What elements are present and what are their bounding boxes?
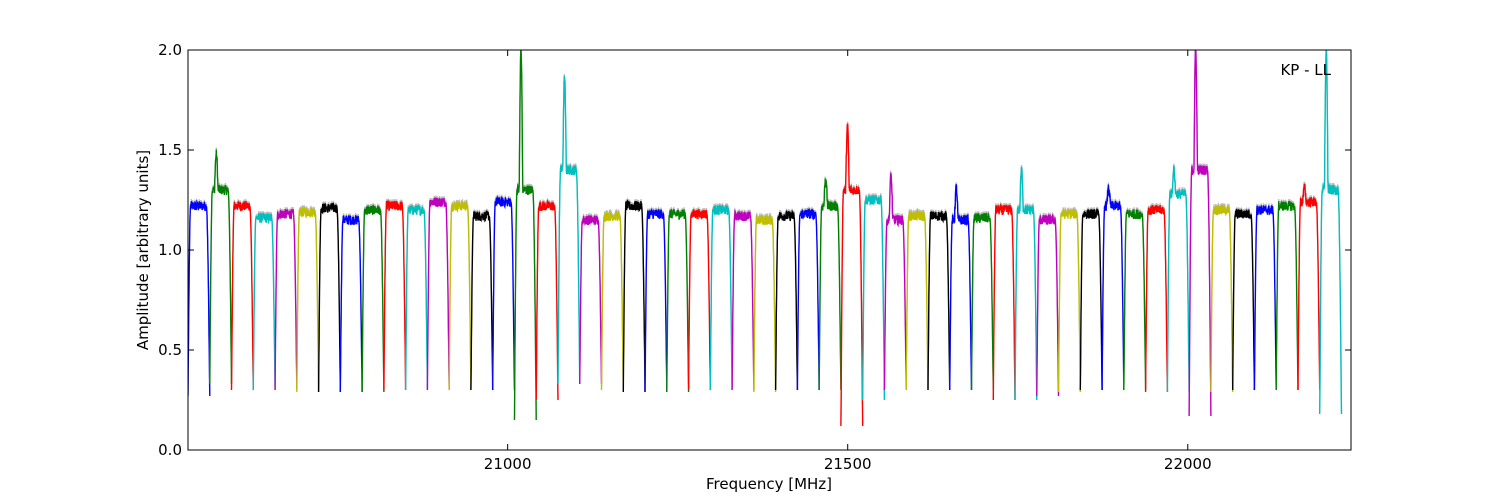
x-axis-label: Frequency [MHz] <box>706 475 832 493</box>
channel-line-23 <box>687 209 711 391</box>
channel-line-20 <box>622 199 646 393</box>
channel-line-19 <box>600 211 624 391</box>
channel-line-9 <box>383 199 407 391</box>
y-axis-label: Amplitude [arbitrary units] <box>134 150 152 350</box>
channel-line-29 <box>818 178 842 391</box>
channel-shadow-3 <box>252 210 276 389</box>
channel-line-5 <box>296 207 320 393</box>
y-tick-label: 2.0 <box>158 41 182 59</box>
channel-line-32 <box>883 172 907 391</box>
channel-line-52 <box>1319 50 1343 415</box>
y-tick-label: 1.5 <box>158 141 182 159</box>
channel-line-16 <box>535 199 559 401</box>
channel-line-30 <box>840 123 864 427</box>
channel-line-27 <box>774 209 799 391</box>
channel-line-47 <box>1210 204 1234 393</box>
channel-line-15 <box>513 50 537 421</box>
x-tick-label: 22000 <box>1164 455 1212 473</box>
channel-line-39 <box>1036 213 1060 397</box>
channel-line-45 <box>1166 165 1190 393</box>
channel-line-1 <box>209 149 233 385</box>
x-tick-label: 21000 <box>484 455 532 473</box>
y-tick-label: 0.0 <box>158 441 182 459</box>
channel-line-51 <box>1297 183 1321 391</box>
channel-line-7 <box>339 215 363 393</box>
x-tick-label: 21500 <box>824 455 872 473</box>
channel-line-0 <box>188 199 211 397</box>
channel-line-4 <box>274 208 298 391</box>
chart-annotation: KP - LL <box>1280 61 1331 79</box>
channel-line-44 <box>1144 204 1169 393</box>
channel-line-3 <box>252 212 276 391</box>
y-tick-label: 1.0 <box>158 241 182 259</box>
channel-line-50 <box>1275 200 1299 391</box>
channel-line-31 <box>862 194 886 401</box>
channel-line-18 <box>579 215 603 385</box>
tick-layer: 21000 21500 22000 0.0 0.5 1.0 1.5 2.0 <box>158 41 1351 473</box>
channel-line-43 <box>1123 209 1147 391</box>
channel-line-46 <box>1188 50 1212 417</box>
channel-line-41 <box>1079 208 1103 391</box>
channel-line-22 <box>666 208 690 393</box>
channel-line-12 <box>448 201 472 391</box>
y-tick-label: 0.5 <box>158 341 182 359</box>
series-layer <box>188 50 1343 427</box>
channel-line-40 <box>1057 208 1081 393</box>
channel-line-42 <box>1101 184 1125 391</box>
channel-line-14 <box>492 195 516 391</box>
channel-line-13 <box>470 210 494 391</box>
channel-line-35 <box>949 183 973 391</box>
channel-line-28 <box>796 207 820 391</box>
channel-line-11 <box>426 197 450 391</box>
channel-line-36 <box>970 211 994 391</box>
channel-line-25 <box>731 208 755 391</box>
channel-line-2 <box>230 200 254 391</box>
channel-line-17 <box>557 75 581 385</box>
channel-line-8 <box>361 204 385 393</box>
channel-line-10 <box>404 204 429 391</box>
channel-line-24 <box>709 204 733 391</box>
channel-line-33 <box>905 208 929 391</box>
channel-line-21 <box>644 207 668 393</box>
channel-line-48 <box>1232 207 1256 391</box>
channel-line-26 <box>753 214 777 393</box>
channel-line-6 <box>317 202 341 393</box>
channel-line-38 <box>1014 166 1038 401</box>
channel-line-49 <box>1253 204 1277 391</box>
channel-line-34 <box>927 210 951 391</box>
channel-line-37 <box>992 203 1016 401</box>
